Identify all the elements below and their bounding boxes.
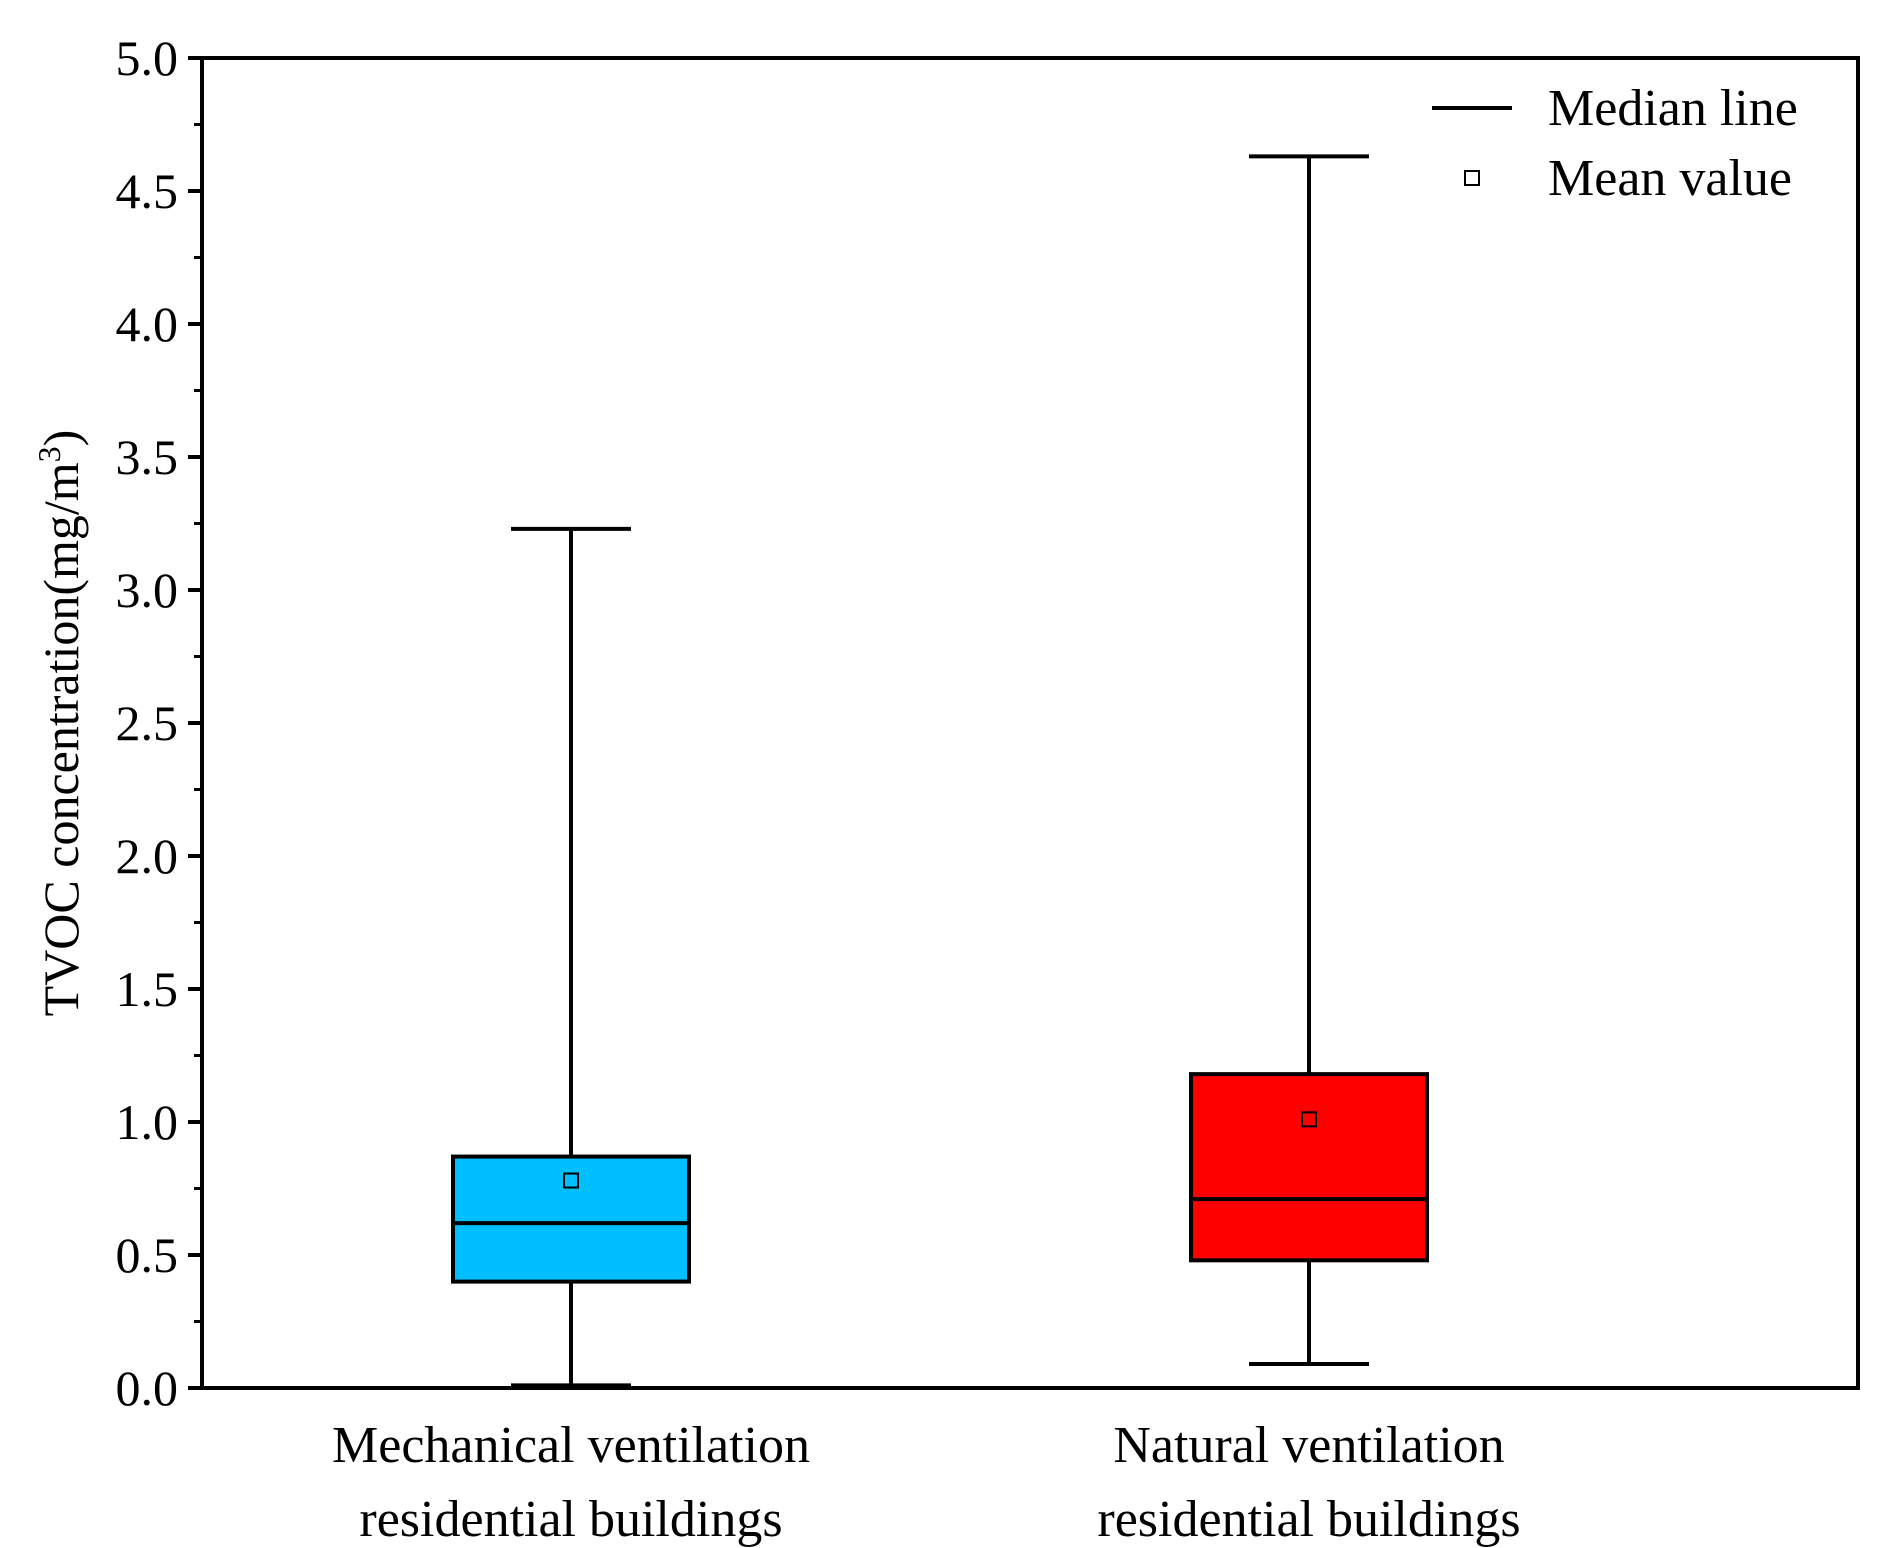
category-label: Natural ventilation [1113, 1417, 1504, 1474]
box-iqr [1189, 1072, 1429, 1263]
category-label: residential buildings [359, 1491, 782, 1548]
y-axis-title: TVOC concentration(mg/m3) [31, 430, 89, 1017]
y-tick-label: 1.5 [116, 961, 179, 1017]
y-tick-label: 4.5 [116, 163, 179, 219]
y-tick-label: 3.0 [116, 562, 179, 618]
legend-square-symbol [1464, 170, 1480, 186]
plot-frame [200, 56, 1860, 1390]
y-tick-label: 2.5 [116, 695, 179, 751]
legend-label: Mean value [1548, 150, 1792, 207]
y-tick-label: 5.0 [116, 30, 179, 86]
category-label: Mechanical ventilation [332, 1417, 810, 1474]
legend-label: Median line [1548, 80, 1798, 137]
box-iqr [451, 1154, 691, 1284]
y-tick-label: 1.0 [116, 1094, 179, 1150]
mean-marker [1301, 1111, 1317, 1128]
y-tick-label: 4.0 [116, 296, 179, 352]
y-tick-label: 0.0 [116, 1360, 179, 1416]
category-label: residential buildings [1097, 1491, 1520, 1548]
y-tick-label: 0.5 [116, 1227, 179, 1283]
y-tick-label: 3.5 [116, 429, 179, 485]
mean-marker [563, 1172, 579, 1189]
y-tick-label: 2.0 [116, 828, 179, 884]
